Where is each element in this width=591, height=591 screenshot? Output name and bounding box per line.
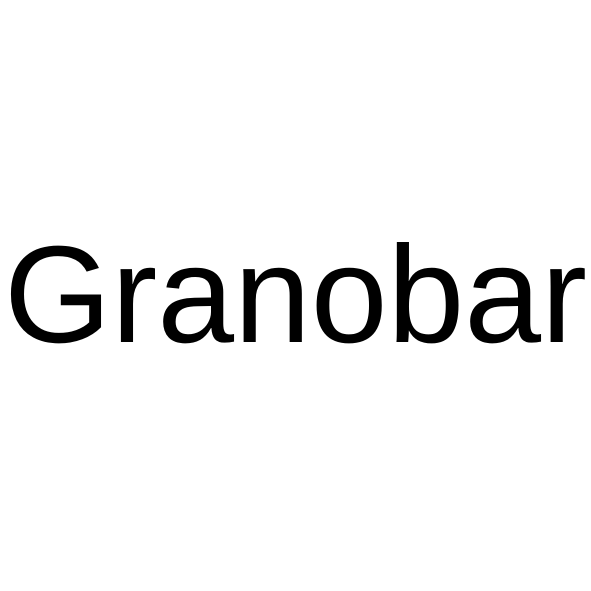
wordmark-text: Granobar xyxy=(0,226,591,364)
